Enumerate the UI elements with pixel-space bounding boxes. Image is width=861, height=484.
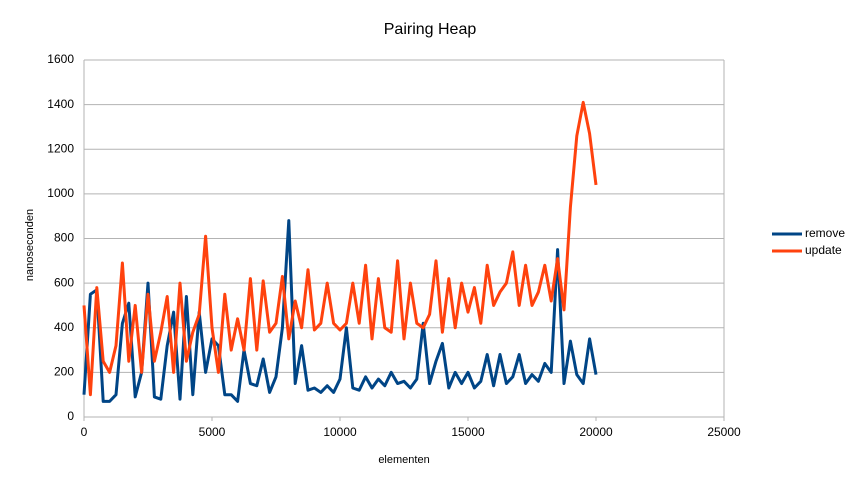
x-tick-label: 5000	[199, 425, 226, 439]
y-tick-label: 800	[54, 231, 74, 245]
y-tick-label: 1000	[47, 186, 74, 200]
data-line	[82, 219, 598, 403]
y-tick-label: 400	[54, 320, 74, 334]
y-axis-label: nanoseconden	[24, 209, 36, 281]
y-tick-label: 200	[54, 365, 74, 379]
x-tick-label: 25000	[707, 425, 741, 439]
x-tick-label: 10000	[323, 425, 357, 439]
x-tick-label: 20000	[579, 425, 613, 439]
data-line	[82, 100, 598, 397]
y-tick-label: 1400	[47, 97, 74, 111]
y-tick-label: 0	[67, 409, 74, 423]
x-axis-label: elementen	[378, 454, 429, 466]
x-tick-label: 15000	[451, 425, 485, 439]
legend-label: update	[805, 243, 842, 257]
x-tick-label: 0	[81, 425, 88, 439]
y-tick-label: 1600	[47, 52, 74, 66]
chart-title: Pairing Heap	[384, 21, 477, 38]
legend-label: remove	[805, 226, 845, 240]
y-tick-label: 1200	[47, 141, 74, 155]
y-tick-label: 600	[54, 275, 74, 289]
